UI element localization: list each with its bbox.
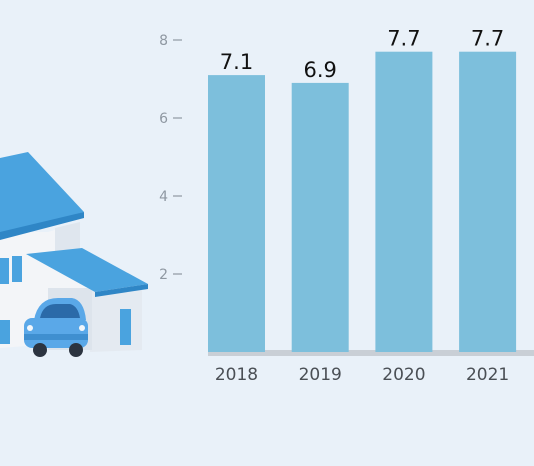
y-axis: 2 4 6 8 [159,33,182,283]
y-tick-label: 2 [159,267,168,283]
garage-roof-edge [95,284,148,297]
house-window-3 [0,320,10,344]
house-with-car-illustration-icon [0,152,148,357]
x-category-label: 2020 [382,365,425,385]
house-window-2 [12,256,22,282]
y-tick-label: 6 [159,111,168,127]
house-roof [0,152,84,236]
garage-roof [26,248,148,292]
x-axis-labels: 2018 2019 2020 2021 [215,365,509,385]
bar [375,51,433,352]
bars [208,51,517,353]
bar [208,75,265,352]
bar-value-label: 7.1 [220,50,253,74]
y-tick-label: 8 [159,33,168,49]
x-category-label: 2018 [215,365,258,385]
bar [459,51,517,352]
bar [291,82,349,353]
x-category-label: 2019 [299,365,342,385]
x-category-label: 2021 [466,365,509,385]
value-labels: 7.1 6.9 7.7 7.7 [220,27,505,82]
bar-value-label: 7.7 [387,27,420,51]
car-icon [24,298,88,357]
house-window-1 [0,258,9,284]
baseline-group [208,350,534,356]
house-roof-edge [0,212,84,240]
bar-value-label: 7.7 [471,27,504,51]
y-tick-label: 4 [159,189,168,205]
bar-value-label: 6.9 [303,58,336,82]
garage-door [120,309,131,345]
chart-baseline [208,350,534,356]
